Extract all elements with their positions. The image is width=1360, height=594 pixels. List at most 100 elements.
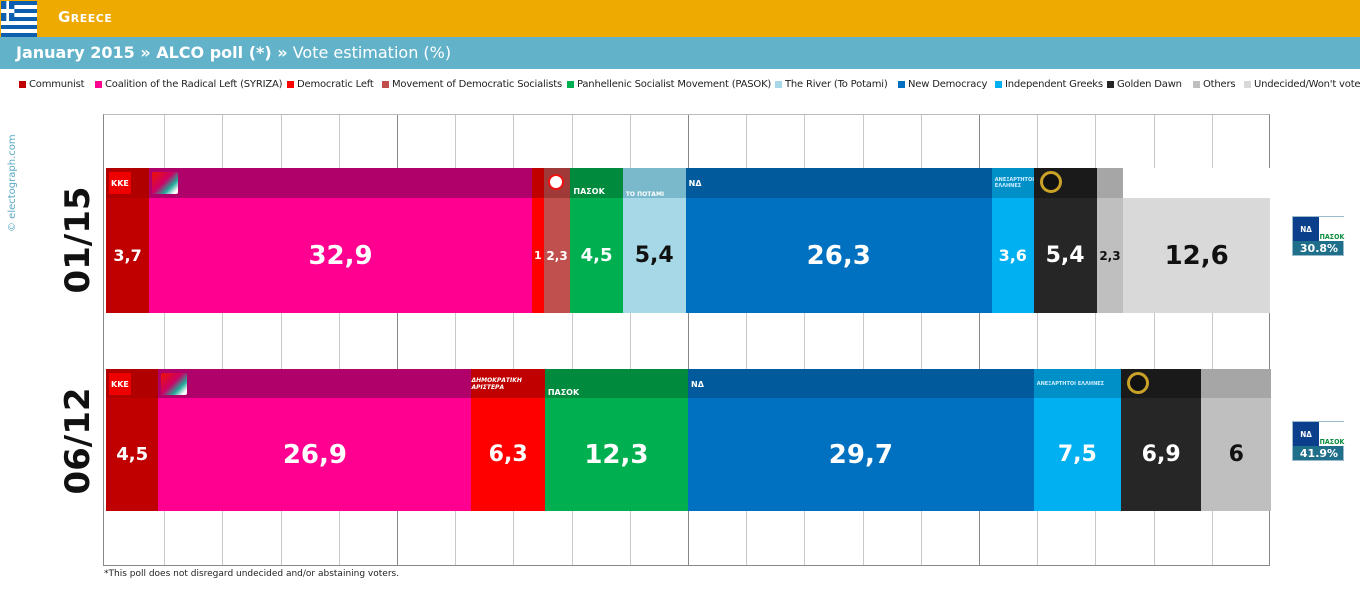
legend-item: The River (To Potami) — [775, 79, 888, 90]
bar-segment: 6 — [1201, 398, 1272, 511]
bar-segment: 3,7 — [106, 198, 150, 313]
gridline — [455, 114, 457, 566]
party-logo-strip — [1121, 369, 1202, 398]
gridline — [979, 114, 980, 566]
party-logo-strip: ΝΔ — [688, 369, 1034, 398]
legend-swatch — [19, 81, 26, 88]
gridline — [1211, 114, 1213, 566]
bar-segment: 1 — [532, 198, 544, 313]
bar-value-label: 26,9 — [282, 439, 347, 470]
gridline — [513, 114, 515, 566]
coalition-value: 30.8% — [1299, 242, 1339, 255]
party-logo-strip: KKE — [106, 369, 159, 398]
party-logo-pasok-icon: ΠΑΣΟΚ — [547, 388, 580, 397]
party-logo-strip — [1123, 168, 1270, 198]
bar-value-label: 4,5 — [580, 245, 613, 266]
bar-value-label: 7,5 — [1057, 442, 1097, 467]
party-logo-anel-icon: ΑΝΕΞΑΡΤΗΤΟΙ ΕΛΛΗΝΕΣ — [1036, 381, 1105, 387]
bar-value-label: 29,7 — [828, 439, 893, 470]
title-bold: January 2015 » ALCO poll (*) » — [16, 43, 288, 62]
gridline — [338, 114, 340, 566]
party-logo-strip — [1033, 168, 1097, 198]
gridline — [920, 114, 922, 566]
bar-segment: 29,7 — [688, 398, 1034, 511]
bar-value-label: 12,6 — [1164, 240, 1229, 271]
bar-segment: 5,4 — [622, 198, 686, 313]
coalition-nd-icon: ΝΔ — [1293, 422, 1319, 446]
legend-swatch — [1244, 81, 1251, 88]
legend-swatch — [1193, 81, 1200, 88]
legend-item: New Democracy — [898, 79, 987, 90]
coalition-pasok-icon: ΠΑΣΟΚ — [1319, 217, 1345, 241]
gridline — [397, 114, 398, 566]
legend-label: Others — [1203, 79, 1236, 90]
bar-segment: 3,6 — [991, 198, 1034, 313]
bar-segment: 6,9 — [1121, 398, 1202, 511]
legend-label: New Democracy — [908, 79, 988, 90]
gridline — [1037, 114, 1039, 566]
legend-label: Movement of Democratic Socialists — [392, 79, 562, 90]
coalition-badge: ΝΔ ΠΑΣΟΚ 30.8% — [1292, 216, 1345, 256]
party-logo-strip: ΑΝΕΞΑΡΤΗΤΟΙ ΕΛΛΗΝΕΣ — [1033, 369, 1121, 398]
bar-value-label: 12,3 — [584, 439, 649, 470]
bar-segment: 32,9 — [149, 198, 533, 313]
party-logo-strip: ΝΔ — [685, 168, 992, 198]
legend-item: Communist — [19, 79, 85, 90]
legend-label: Democratic Left — [297, 79, 374, 90]
gridline — [804, 114, 806, 566]
legend-swatch — [775, 81, 782, 88]
party-logo-nd-icon: ΝΔ — [691, 379, 704, 389]
legend-swatch — [287, 81, 294, 88]
bar-value-label: 6 — [1228, 442, 1244, 467]
bar-value-label: 5,4 — [1045, 243, 1085, 268]
party-logo-strip: ΠΑΣΟΚ — [570, 168, 623, 198]
gridline — [280, 114, 282, 566]
legend-swatch — [1107, 81, 1114, 88]
legend-label: Panhellenic Socialist Movement (PASOK) — [577, 79, 772, 90]
party-logo-kke-icon: KKE — [109, 172, 131, 194]
party-logo-strip: ΔΗΜΟΚΡΑΤΙΚΗ ΑΡΙΣΤΕΡΑ — [471, 369, 545, 398]
header-bar: Greece — [0, 0, 1360, 37]
bar-value-label: 1 — [534, 249, 542, 262]
row-label: 06/12 — [58, 387, 98, 495]
party-logo-kke-icon: KKE — [109, 373, 131, 395]
bar-segment: 26,3 — [685, 198, 992, 313]
bar-segment: 12,6 — [1123, 198, 1270, 313]
bar-segment: 2,3 — [1096, 198, 1124, 313]
gridline — [862, 114, 864, 566]
party-logo-golden-dawn-icon — [1127, 372, 1149, 394]
legend-label: Golden Dawn — [1117, 79, 1182, 90]
party-logo-syriza-icon — [152, 172, 179, 194]
bar-value-label: 3,7 — [113, 246, 142, 265]
bar-segment: 12,3 — [544, 398, 688, 511]
coalition-pasok-icon: ΠΑΣΟΚ — [1319, 422, 1345, 446]
legend-item: Golden Dawn — [1107, 79, 1182, 90]
legend-swatch — [95, 81, 102, 88]
legend-swatch — [995, 81, 1002, 88]
party-logo-strip: ΑΝΕΞΑΡΤΗΤΟΙ ΕΛΛΗΝΕΣ — [991, 168, 1034, 198]
row-label: 01/15 — [58, 186, 98, 294]
title-bar: January 2015 » ALCO poll (*) » Vote esti… — [0, 37, 1360, 69]
party-logo-strip — [1096, 168, 1124, 198]
gridline — [1095, 114, 1097, 566]
party-logo-strip — [532, 168, 544, 198]
party-logo-strip — [149, 168, 533, 198]
title-rest: Vote estimation (%) — [287, 43, 452, 62]
party-logo-golden-dawn-icon — [1039, 171, 1062, 193]
party-logo-dimar-icon: ΔΗΜΟΚΡΑΤΙΚΗ ΑΡΙΣΤΕΡΑ — [471, 377, 522, 391]
bar-value-label: 4,5 — [116, 444, 149, 465]
party-logo-nd-icon: ΝΔ — [688, 178, 702, 188]
party-logo-strip: ΠΑΣΟΚ — [544, 369, 688, 398]
bar-value-label: 2,3 — [1099, 248, 1121, 263]
legend: Communist Coalition of the Radical Left (… — [0, 79, 1360, 95]
bar-segment: 2,3 — [543, 198, 571, 313]
party-logo-strip — [158, 369, 472, 398]
legend-swatch — [567, 81, 574, 88]
bar-segment: 4,5 — [570, 198, 623, 313]
bar-segment: 4,5 — [106, 398, 159, 511]
bar-value-label: 6,3 — [488, 442, 528, 467]
gridline — [1153, 114, 1155, 566]
legend-label: Coalition of the Radical Left (SYRIZA) — [105, 79, 283, 90]
legend-item: Movement of Democratic Socialists — [382, 79, 562, 90]
bar-value-label: 32,9 — [308, 240, 373, 271]
